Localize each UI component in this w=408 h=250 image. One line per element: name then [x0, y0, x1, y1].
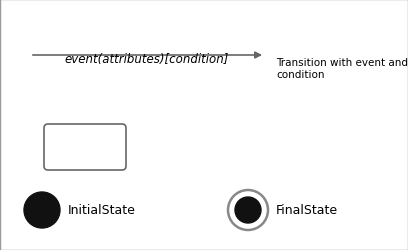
Text: State: State [69, 141, 102, 154]
Circle shape [235, 197, 261, 223]
Circle shape [24, 192, 60, 228]
Circle shape [228, 190, 268, 230]
FancyBboxPatch shape [44, 124, 126, 170]
Text: event(attributes)[condition]: event(attributes)[condition] [65, 53, 229, 66]
Text: Transition with event and
condition: Transition with event and condition [276, 58, 408, 79]
Text: FinalState: FinalState [276, 204, 338, 217]
Text: InitialState: InitialState [68, 204, 136, 217]
